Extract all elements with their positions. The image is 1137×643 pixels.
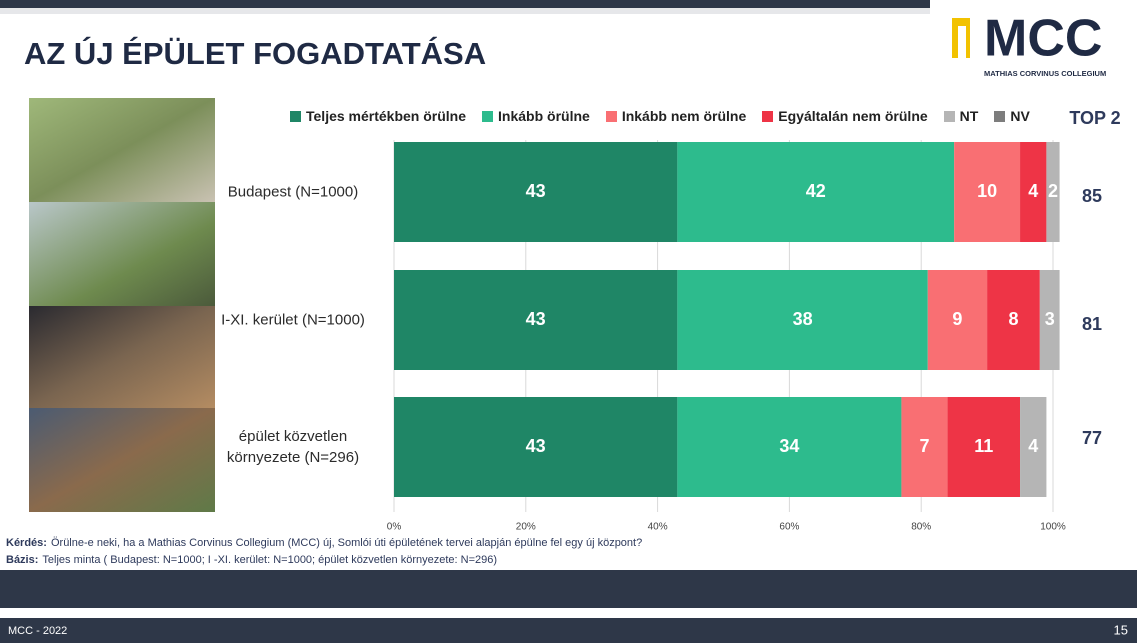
data-label: 34 — [779, 436, 799, 456]
note-label: Bázis: — [6, 554, 39, 566]
bar-segment — [677, 142, 955, 242]
title: AZ ÚJ ÉPÜLET FOGADTATÁSA — [24, 35, 486, 71]
category-label: épület közvetlen környezete (N=296) — [226, 428, 360, 466]
bar-segment — [901, 397, 948, 497]
note-text: Teljes minta ( Budapest: N=1000; I -XI. … — [42, 554, 498, 566]
legend-swatch — [994, 110, 1006, 122]
data-label: 11 — [974, 436, 993, 456]
bar-segment — [677, 397, 902, 497]
data-label: 9 — [952, 309, 962, 329]
data-label: 43 — [526, 309, 546, 329]
top-bar-shade — [0, 8, 930, 14]
bar-segment — [927, 270, 988, 370]
top2-value: 81 — [1082, 314, 1102, 334]
bar-segment — [394, 142, 678, 242]
x-tick-label: 20% — [516, 522, 536, 533]
legend-item: Inkább örülne — [482, 108, 590, 124]
footer-bar — [0, 618, 1137, 643]
legend-item: Egyáltalán nem örülne — [762, 108, 928, 124]
top2-value: 77 — [1082, 428, 1102, 448]
logo-mark-cut — [958, 26, 966, 58]
legend-label: Inkább örülne — [498, 108, 590, 124]
x-tick-label: 0% — [387, 522, 402, 533]
data-label: 43 — [526, 436, 546, 456]
legend-swatch — [762, 110, 774, 122]
legend-label: NV — [1010, 108, 1030, 124]
bar-segment — [677, 270, 928, 370]
bar-segment — [1020, 142, 1047, 242]
legend-label: Teljes mértékben örülne — [306, 108, 467, 124]
legend-label: NT — [959, 108, 979, 124]
legend-swatch — [943, 110, 955, 122]
legend-label: Inkább nem örülne — [621, 108, 747, 124]
category-label: I-XI. kerület (N=1000) — [221, 311, 365, 329]
legend-item: NV — [994, 108, 1030, 124]
data-label: 8 — [1008, 309, 1018, 329]
data-label: 7 — [919, 436, 929, 456]
legend-item: Teljes mértékben örülne — [290, 108, 466, 124]
top2-title: TOP 2 — [1069, 108, 1120, 128]
legend-label: Egyáltalán nem örülne — [778, 108, 928, 124]
note-text: Örülne-e neki, ha a Mathias Corvinus Col… — [50, 537, 643, 549]
legend-item: Inkább nem örülne — [605, 108, 747, 124]
data-label: 3 — [1045, 309, 1055, 329]
legend-swatch — [605, 110, 617, 122]
footer-text: MCC - 2022 — [8, 625, 67, 637]
legend-item: NT — [943, 108, 979, 124]
note-label: Kérdés: — [6, 537, 47, 549]
photo — [29, 98, 215, 202]
data-label: 43 — [526, 181, 546, 201]
logo-subtitle: MATHIAS CORVINUS COLLEGIUM — [984, 69, 1106, 78]
bar-segment — [394, 270, 678, 370]
legend: Teljes mértékben örülne Inkább örülne Inká… — [290, 108, 1030, 124]
top2-value: 85 — [1082, 186, 1102, 206]
data-label: 2 — [1048, 181, 1058, 201]
top-bar — [0, 0, 930, 8]
note: Kérdés: Örülne-e neki, ha a Mathias Corvi… — [6, 537, 642, 549]
photo — [29, 202, 215, 306]
x-tick-label: 100% — [1040, 522, 1066, 533]
band — [0, 570, 1137, 608]
x-tick-label: 40% — [648, 522, 668, 533]
category-label: Budapest (N=1000) — [227, 183, 359, 201]
bar-segment — [1046, 142, 1060, 242]
data-label: 10 — [977, 181, 997, 201]
data-label: 4 — [1028, 181, 1038, 201]
logo: MCC — [984, 10, 1102, 68]
legend-swatch — [482, 110, 494, 122]
bar-segment — [1020, 397, 1047, 497]
photo — [29, 306, 215, 408]
data-label: 42 — [806, 181, 826, 201]
data-label: 38 — [793, 309, 813, 329]
page-number: 15 — [1114, 622, 1128, 637]
note: Bázis: Teljes minta ( Budapest: N=1000; I… — [6, 554, 497, 566]
bar-segment — [954, 142, 1021, 242]
x-tick-label: 60% — [779, 522, 799, 533]
bar-segment — [1039, 270, 1060, 370]
x-tick-label: 80% — [911, 522, 931, 533]
legend-swatch — [290, 110, 301, 122]
bar-segment — [947, 397, 1021, 497]
bar-segment — [394, 397, 678, 497]
data-label: 4 — [1028, 436, 1038, 456]
photo — [29, 408, 215, 512]
bar-segment — [987, 270, 1040, 370]
